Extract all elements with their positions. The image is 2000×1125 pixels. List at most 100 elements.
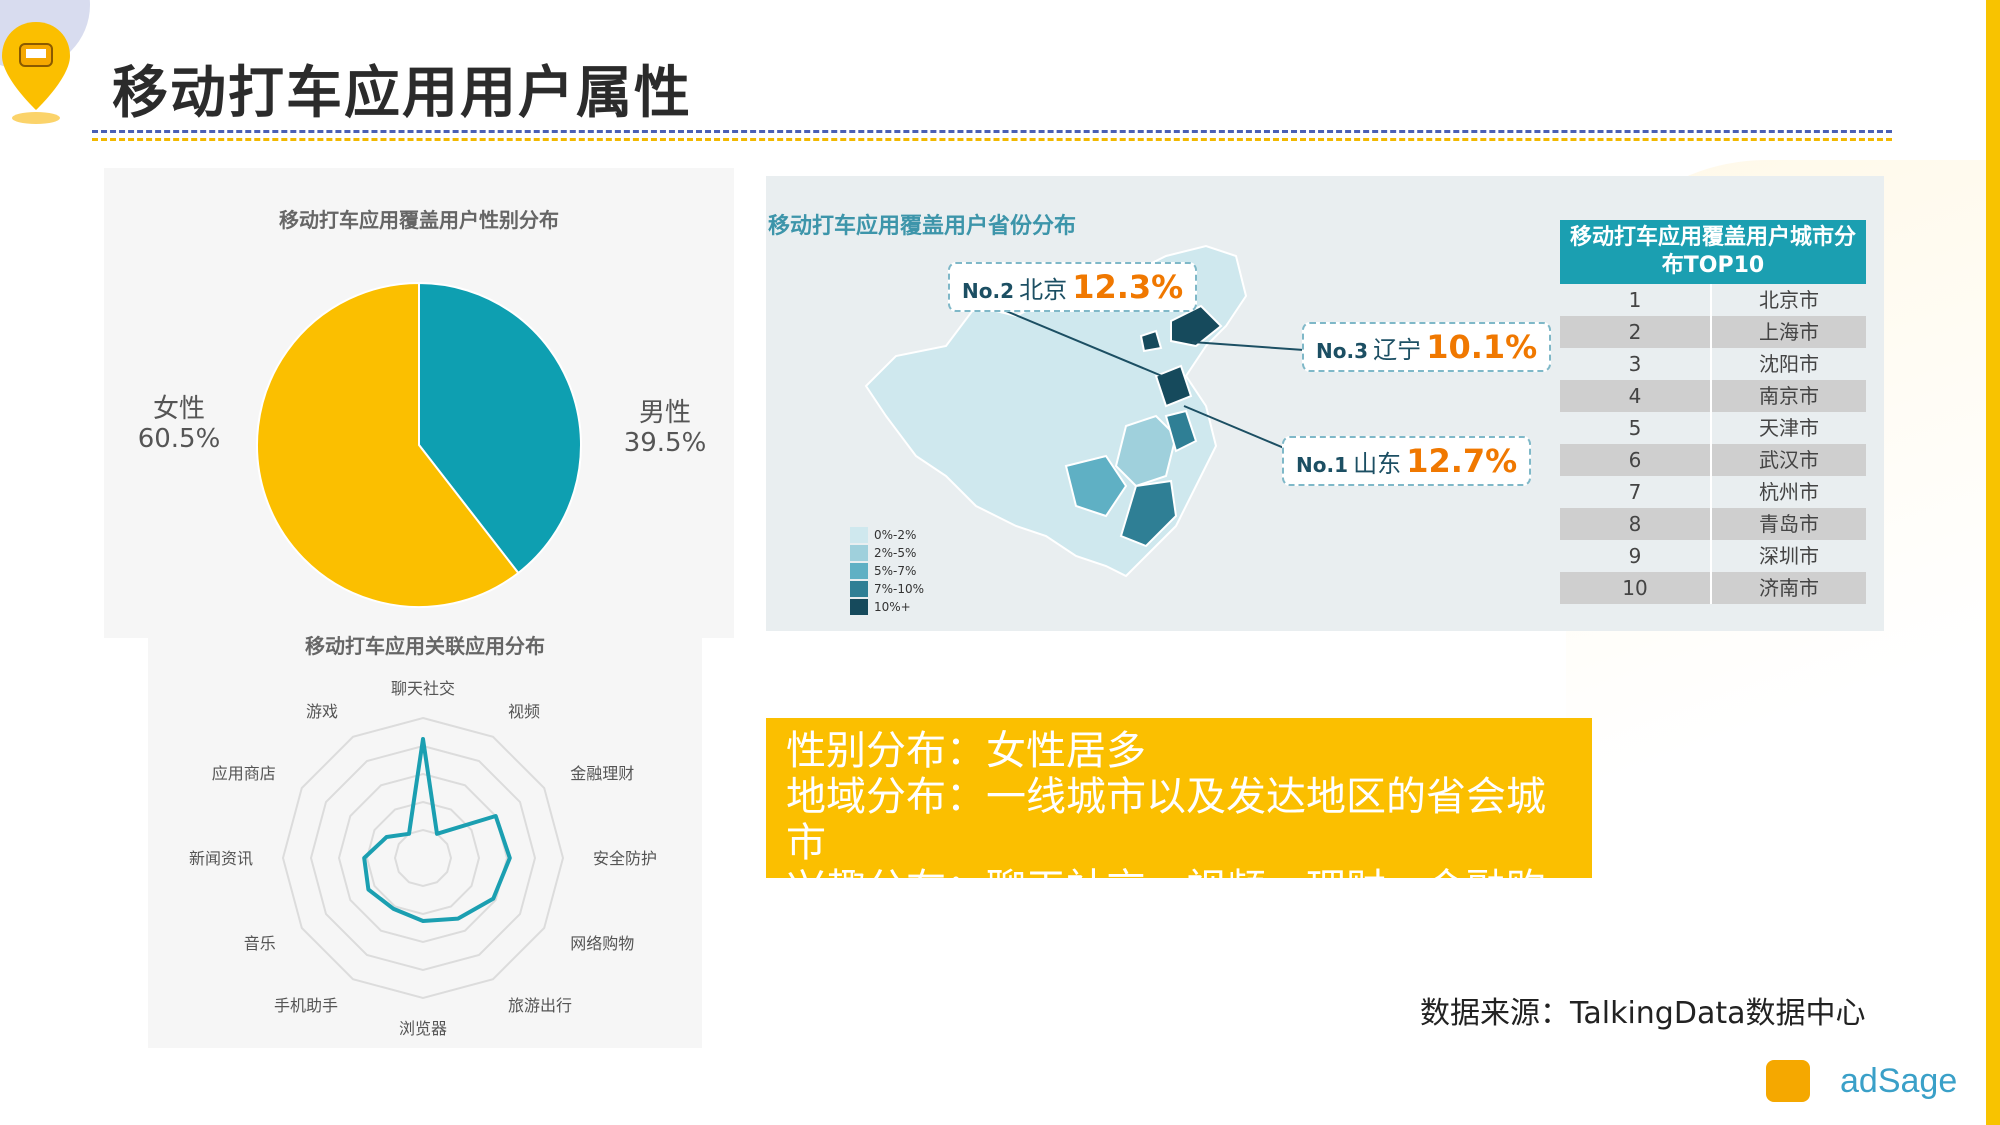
map-legend-swatch bbox=[850, 581, 868, 597]
city-rank-cell: 5 bbox=[1628, 416, 1642, 440]
pie-label-male: 男性 39.5% bbox=[600, 398, 730, 458]
adsage-logo: adSage bbox=[1840, 1062, 1958, 1100]
callout-liaoning: No.3 辽宁 10.1% bbox=[1302, 322, 1552, 372]
city-rank-cell: 1 bbox=[1628, 288, 1642, 312]
pie-slice-male bbox=[418, 281, 582, 575]
map-legend-swatch bbox=[850, 545, 868, 561]
map-legend: 0%-2% 2%-5% 5%-7% 7%-10% 10%+ bbox=[850, 526, 924, 616]
radar-axis-label: 音乐 bbox=[244, 934, 276, 953]
callout-liaoning-rank: No.3 bbox=[1316, 339, 1368, 363]
city-rank-cell: 7 bbox=[1628, 480, 1642, 504]
map-legend-item: 0%-2% bbox=[850, 526, 924, 544]
city-name-cell: 青岛市 bbox=[1710, 508, 1866, 540]
table-row: 5 天津市 bbox=[1560, 412, 1866, 444]
callout-shandong: No.1 山东 12.7% bbox=[1282, 436, 1532, 486]
city-name-cell: 沈阳市 bbox=[1710, 348, 1866, 380]
radar-grid-ring bbox=[309, 744, 537, 972]
city-top10-table: 移动打车应用覆盖用户城市分布TOP10 1 北京市 2 上海市 3 沈阳市 4 南京市 5 天津市… bbox=[1560, 220, 1866, 604]
radar-grid-ring bbox=[393, 828, 453, 888]
radar-series-line bbox=[362, 737, 512, 923]
radar-axis-label: 金融理财 bbox=[570, 764, 634, 783]
table-row: 3 沈阳市 bbox=[1560, 348, 1866, 380]
city-rank-cell: 3 bbox=[1628, 352, 1642, 376]
decor-right-bar bbox=[1986, 0, 2000, 1125]
radar-axis-label: 旅游出行 bbox=[508, 996, 572, 1015]
map-legend-item: 2%-5% bbox=[850, 544, 924, 562]
table-row: 9 深圳市 bbox=[1560, 540, 1866, 572]
page-title: 移动打车应用用户属性 bbox=[112, 61, 692, 126]
title-divider-accent bbox=[92, 138, 1892, 141]
city-name-cell: 南京市 bbox=[1710, 380, 1866, 412]
summary-box: 性别分布：女性居多 地域分布：一线城市以及发达地区的省会城市 兴趣分布：聊天社交… bbox=[766, 718, 1592, 958]
callout-leaders bbox=[993, 305, 1305, 449]
radar-axis-label: 安全防护 bbox=[593, 849, 657, 868]
city-table-body: 1 北京市 2 上海市 3 沈阳市 4 南京市 5 天津市 6 武汉市 7 杭州市 8 青岛市 9 深圳市 10 济南… bbox=[1560, 284, 1866, 604]
city-rank-cell: 6 bbox=[1628, 448, 1642, 472]
radar-axis-label: 新闻资讯 bbox=[189, 849, 253, 868]
city-name-cell: 北京市 bbox=[1710, 284, 1866, 316]
radar-axis-label: 视频 bbox=[508, 702, 540, 721]
callout-beijing-value: 12.3% bbox=[1072, 268, 1184, 306]
radar-axis-label: 应用商店 bbox=[212, 764, 276, 783]
table-row: 4 南京市 bbox=[1560, 380, 1866, 412]
city-name-cell: 深圳市 bbox=[1710, 540, 1866, 572]
table-row: 7 杭州市 bbox=[1560, 476, 1866, 508]
table-row: 2 上海市 bbox=[1560, 316, 1866, 348]
radar-grid-ring bbox=[365, 800, 481, 916]
city-name-cell: 济南市 bbox=[1710, 572, 1866, 604]
callout-liaoning-value: 10.1% bbox=[1426, 328, 1538, 366]
pie-label-male-name: 男性 bbox=[638, 398, 691, 428]
summary-line-interest: 兴趣分布：聊天社交、视频、理财、金融购物 bbox=[786, 866, 1546, 958]
callout-beijing: No.2 北京 12.3% bbox=[948, 262, 1198, 312]
radar-chart-title: 移动打车应用关联应用分布 bbox=[305, 634, 545, 658]
city-name-cell: 武汉市 bbox=[1710, 444, 1866, 476]
pie-label-female: 女性 60.5% bbox=[114, 394, 244, 454]
city-name-cell: 上海市 bbox=[1710, 316, 1866, 348]
pie-label-male-value: 39.5% bbox=[623, 428, 707, 458]
car-logo-icon bbox=[1766, 1060, 1810, 1102]
callout-beijing-rank: No.2 bbox=[962, 279, 1014, 303]
table-row: 10 济南市 bbox=[1560, 572, 1866, 604]
radar-axis-label: 聊天社交 bbox=[391, 679, 455, 698]
city-table-title: 移动打车应用覆盖用户城市分布TOP10 bbox=[1560, 220, 1866, 284]
summary-line-region: 地域分布：一线城市以及发达地区的省会城市 bbox=[786, 774, 1546, 866]
table-row: 6 武汉市 bbox=[1560, 444, 1866, 476]
callout-liaoning-province: 辽宁 bbox=[1373, 336, 1422, 364]
map-legend-swatch bbox=[850, 527, 868, 543]
map-legend-label: 0%-2% bbox=[874, 528, 917, 542]
radar-axis-label: 浏览器 bbox=[399, 1019, 447, 1038]
map-legend-label: 10%+ bbox=[874, 600, 911, 614]
pie-chart-title: 移动打车应用覆盖用户性别分布 bbox=[279, 208, 559, 232]
map-legend-item: 5%-7% bbox=[850, 562, 924, 580]
location-pin-icon bbox=[2, 22, 70, 124]
radar-grid-ring bbox=[281, 716, 565, 1000]
gender-pie-chart bbox=[256, 281, 582, 608]
city-rank-cell: 9 bbox=[1628, 544, 1642, 568]
city-name-cell: 杭州市 bbox=[1710, 476, 1866, 508]
map-legend-item: 10%+ bbox=[850, 598, 924, 616]
map-legend-label: 2%-5% bbox=[874, 546, 917, 560]
gender-pie-panel: 移动打车应用覆盖用户性别分布 女性 60.5% 男性 39.5% bbox=[104, 168, 734, 638]
pie-label-female-name: 女性 bbox=[152, 394, 205, 424]
summary-line-gender: 性别分布：女性居多 bbox=[786, 728, 1146, 774]
radar-axis-label: 手机助手 bbox=[274, 996, 338, 1015]
callout-shandong-province: 山东 bbox=[1353, 450, 1402, 478]
map-legend-label: 7%-10% bbox=[874, 582, 925, 596]
callout-shandong-rank: No.1 bbox=[1296, 453, 1348, 477]
pie-slice-female bbox=[256, 281, 520, 608]
city-name-cell: 天津市 bbox=[1710, 412, 1866, 444]
title-divider bbox=[92, 130, 1892, 133]
city-rank-cell: 2 bbox=[1628, 320, 1642, 344]
related-apps-radar-panel: 移动打车应用关联应用分布 聊天社交视频金融理财安全防护网络购物旅游出行浏览器 手机… bbox=[148, 630, 702, 1048]
map-legend-item: 7%-10% bbox=[850, 580, 924, 598]
data-source: 数据来源：TalkingData数据中心 bbox=[1420, 996, 1866, 1031]
callout-shandong-value: 12.7% bbox=[1406, 442, 1518, 480]
radar-axis-label: 网络购物 bbox=[570, 934, 634, 953]
map-legend-swatch bbox=[850, 563, 868, 579]
city-rank-cell: 10 bbox=[1622, 576, 1648, 600]
map-legend-label: 5%-7% bbox=[874, 564, 917, 578]
map-chart-title: 移动打车应用覆盖用户省份分布 bbox=[768, 214, 1077, 239]
city-rank-cell: 4 bbox=[1628, 384, 1642, 408]
table-row: 8 青岛市 bbox=[1560, 508, 1866, 540]
